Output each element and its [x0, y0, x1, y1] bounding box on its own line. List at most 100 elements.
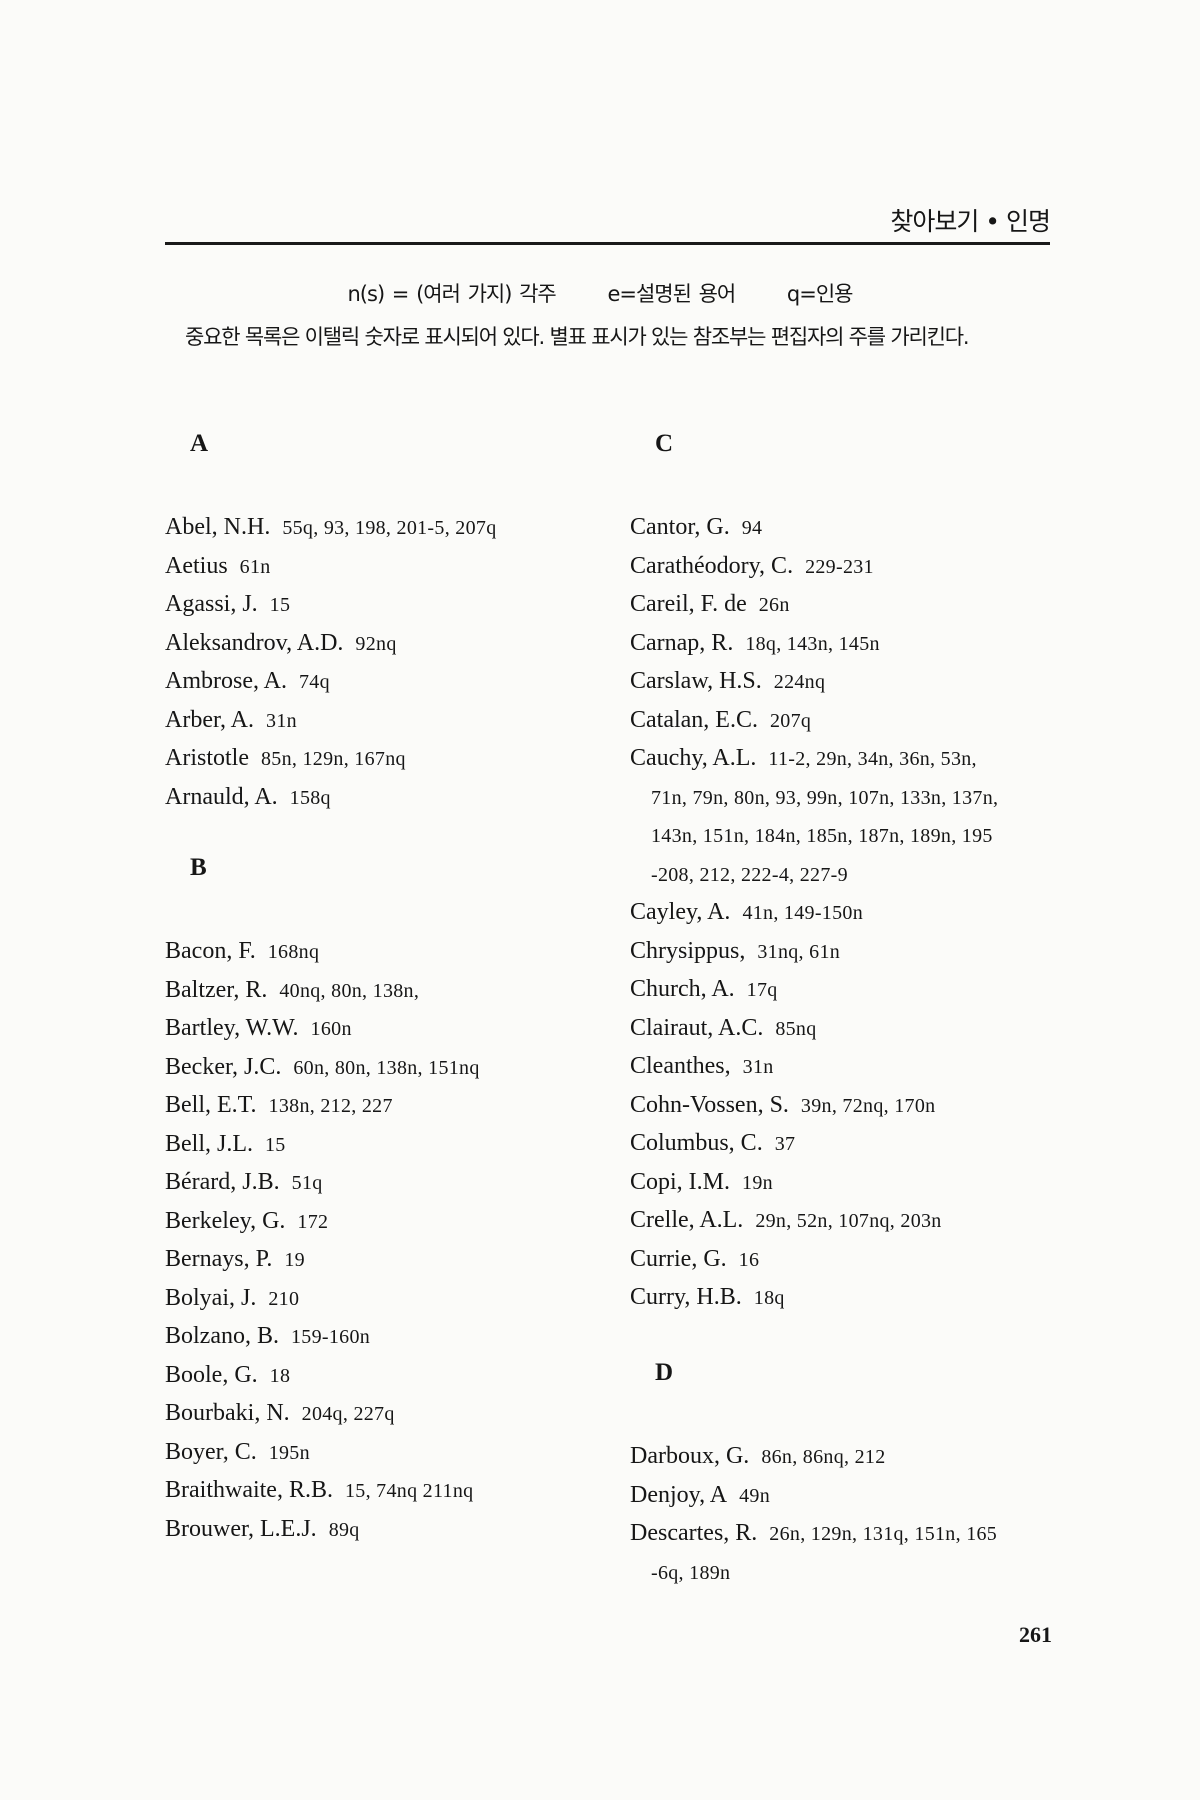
entry-name: Aetius [165, 552, 228, 579]
index-entry: Berkeley, G. 172 [165, 1202, 328, 1242]
entry-name: Becker, J.C. [165, 1053, 282, 1080]
entry-pages-continued: 143n, 151n, 184n, 185n, 187n, 189n, 195 [651, 825, 993, 847]
index-entry: Darboux, G. 86n, 86nq, 212 [630, 1437, 886, 1477]
entry-pages-continued: -208, 212, 222-4, 227-9 [651, 863, 848, 886]
section-letter: C [655, 430, 674, 457]
running-head: 찾아보기 • 인명 [890, 207, 1051, 236]
index-entry: Bolyai, J. 210 [165, 1279, 299, 1319]
entry-pages: 19 [284, 1249, 305, 1271]
entry-pages: 168nq [267, 941, 320, 963]
entry-name: Bell, J.L. [165, 1130, 253, 1157]
entry-name: Bolyai, J. [165, 1284, 257, 1311]
index-entry: Catalan, E.C. 207q [630, 701, 811, 741]
entry-pages: 26n, 129n, 131q, 151n, 165 [769, 1523, 998, 1545]
index-entry: Curry, H.B. 18q [630, 1278, 785, 1318]
entry-name: Cauchy, A.L. [630, 745, 757, 771]
index-note: 중요한 목록은 이탤릭 숫자로 표시되어 있다. 별표 표시가 있는 참조부는 … [185, 325, 970, 349]
abbreviation-legend: n(s) = (여러 가지) 각주 e=설명된 용어 q=인용 [0, 278, 1200, 308]
entry-pages: 85n, 129n, 167nq [261, 748, 406, 770]
entry-pages: 15 [265, 1133, 286, 1156]
index-entry: Careil, F. de 26n [630, 585, 790, 625]
index-entry: Bourbaki, N. 204q, 227q [165, 1394, 395, 1434]
legend-item: q=인용 [786, 282, 854, 306]
index-entry: Descartes, R. 26n, 129n, 131q, 151n, 165 -… [630, 1514, 997, 1592]
entry-pages: 210 [268, 1287, 300, 1310]
index-entry: Brouwer, L.E.J. 89q [165, 1510, 360, 1550]
entry-name: Descartes, R. [630, 1520, 758, 1546]
entry-name: Aleksandrov, A.D. [165, 629, 344, 656]
entry-name: Cohn-Vossen, S. [630, 1091, 789, 1118]
entry-name: Bérard, J.B. [165, 1169, 280, 1195]
entry-name: Curry, H.B. [630, 1284, 742, 1310]
entry-name: Boole, G. [165, 1361, 258, 1388]
entry-pages: 229-231 [805, 555, 874, 578]
entry-name: Cayley, A. [630, 899, 731, 925]
entry-pages: 40nq, 80n, 138n, [279, 979, 420, 1002]
index-entry: Chrysippus, 31nq, 61n [630, 932, 840, 972]
entry-name: Ambrose, A. [165, 668, 287, 694]
entry-pages: 158q [289, 786, 331, 809]
entry-pages: 15, 74nq 211nq [344, 1480, 474, 1502]
entry-pages: 86n, 86nq, 212 [761, 1446, 886, 1468]
entry-name: Currie, G. [630, 1245, 727, 1272]
index-entry: Denjoy, A 49n [630, 1476, 770, 1516]
entry-name: Berkeley, G. [165, 1207, 286, 1234]
entry-pages: 18q, 143n, 145n [745, 632, 880, 655]
index-entry: Cohn-Vossen, S. 39n, 72nq, 170n [630, 1086, 935, 1126]
index-entry: Church, A. 17q [630, 970, 778, 1010]
index-entry: Baltzer, R. 40nq, 80n, 138n, [165, 971, 419, 1011]
entry-pages: 60n, 80n, 138n, 151nq [293, 1056, 480, 1079]
header-rule [165, 242, 1050, 245]
legend-item: n(s) = (여러 가지) 각주 [347, 282, 557, 306]
index-entry: Boole, G. 18 [165, 1356, 290, 1396]
entry-name: Braithwaite, R.B. [165, 1477, 333, 1503]
entry-name: Boyer, C. [165, 1438, 257, 1465]
entry-pages: 11-2, 29n, 34n, 36n, 53n, [768, 748, 977, 770]
entry-pages: 224nq [773, 671, 826, 693]
entry-name: Denjoy, A [630, 1481, 728, 1508]
index-entry: Bell, E.T. 138n, 212, 227 [165, 1086, 393, 1126]
index-entry: Columbus, C. 37 [630, 1124, 795, 1164]
index-entry: Bérard, J.B. 51q [165, 1163, 323, 1203]
entry-name: Crelle, A.L. [630, 1207, 744, 1233]
entry-pages: 31nq, 61n [757, 940, 841, 963]
index-entry: Currie, G. 16 [630, 1240, 759, 1280]
index-entry: Bernays, P. 19 [165, 1240, 305, 1280]
index-entry: Arnauld, A. 158q [165, 778, 331, 818]
section-letter: A [190, 430, 209, 457]
index-entry: Bacon, F. 168nq [165, 932, 319, 972]
index-entry: Bell, J.L. 15 [165, 1125, 286, 1165]
entry-pages: 55q, 93, 198, 201-5, 207q [282, 517, 497, 539]
entry-pages: 160n [310, 1018, 352, 1040]
entry-pages: 41n, 149-150n [742, 902, 863, 924]
entry-name: Arber, A. [165, 706, 255, 733]
entry-pages: 207q [769, 709, 812, 732]
section-letter: D [655, 1359, 674, 1386]
entry-pages: 17q [746, 979, 778, 1001]
entry-pages-continued: -6q, 189n [651, 1561, 731, 1584]
entry-pages: 39n, 72nq, 170n [800, 1094, 936, 1117]
index-entry: Cayley, A. 41n, 149-150n [630, 893, 863, 933]
entry-name: Bolzano, B. [165, 1323, 279, 1349]
entry-pages: 172 [297, 1210, 329, 1233]
entry-name: Bourbaki, N. [165, 1400, 290, 1426]
index-entry: Carathéodory, C. 229-231 [630, 547, 874, 587]
entry-pages: 16 [738, 1248, 760, 1271]
entry-name: Chrysippus, [630, 937, 746, 964]
entry-name: Brouwer, L.E.J. [165, 1515, 317, 1542]
entry-name: Carslaw, H.S. [630, 668, 762, 694]
entry-pages: 61n [239, 555, 271, 578]
entry-name: Aristotle [165, 745, 249, 771]
entry-pages: 204q, 227q [301, 1403, 395, 1425]
entry-name: Bell, E.T. [165, 1092, 257, 1118]
index-entry: Boyer, C. 195n [165, 1433, 310, 1473]
index-entry: Carnap, R. 18q, 143n, 145n [630, 624, 880, 664]
entry-name: Abel, N.H. [165, 514, 271, 540]
entry-name: Careil, F. de [630, 591, 747, 617]
entry-pages: 85nq [775, 1017, 817, 1040]
entry-pages: 92nq [355, 632, 397, 655]
index-entry: Aleksandrov, A.D. 92nq [165, 624, 397, 664]
entry-pages: 94 [741, 517, 763, 539]
entry-name: Baltzer, R. [165, 976, 268, 1003]
entry-name: Carathéodory, C. [630, 552, 794, 579]
